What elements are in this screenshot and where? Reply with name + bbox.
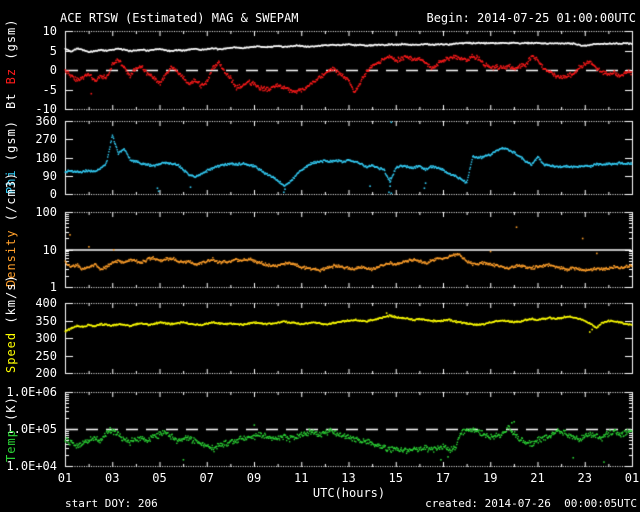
- temp-axis-label: Temp (K): [4, 392, 20, 466]
- y-tick-label: 300: [35, 331, 57, 345]
- x-tick-label: 21: [530, 471, 545, 485]
- y-tick-label: 350: [35, 314, 57, 328]
- x-tick-label: 01: [624, 471, 640, 485]
- y-tick-label: 10: [42, 243, 57, 257]
- y-tick-label: 1.0E+04: [6, 459, 57, 473]
- axis-label-part: Temp: [4, 429, 18, 462]
- y-tick-label: 360: [35, 114, 57, 128]
- created-timestamp: created: 2014-07-26 00:00:05UTC: [425, 497, 637, 510]
- speed-axis-label: Speed (km/s): [4, 274, 20, 373]
- y-tick-label: -10: [35, 102, 57, 116]
- begin-timestamp: Begin: 2014-07-25 01:00:00UTC: [426, 11, 636, 25]
- y-tick-label: 100: [35, 205, 57, 219]
- y-tick-label: 0: [49, 63, 57, 77]
- y-tick-label: 0: [49, 187, 57, 201]
- x-axis-title: UTC(hours): [312, 486, 386, 500]
- x-tick-label: 07: [199, 471, 214, 485]
- x-tick-label: 19: [483, 471, 498, 485]
- start-doy-label: start DOY: 206: [65, 497, 158, 510]
- x-tick-label: 13: [341, 471, 356, 485]
- x-tick-label: 03: [105, 471, 120, 485]
- bt-bz-axis-label: Bt Bz (gsm): [4, 19, 20, 110]
- y-tick-label: 90: [42, 169, 57, 183]
- y-tick-label: -5: [42, 83, 57, 97]
- x-tick-label: 15: [388, 471, 403, 485]
- y-tick-label: 400: [35, 296, 57, 310]
- y-tick-label: 180: [35, 151, 57, 165]
- y-tick-label: 1.0E+06: [6, 385, 57, 399]
- y-tick-label: 10: [42, 24, 57, 38]
- y-tick-label: 270: [35, 132, 57, 146]
- y-tick-label: 1.0E+05: [6, 422, 57, 436]
- x-tick-label: 01: [57, 471, 73, 485]
- x-tick-label: 17: [435, 471, 451, 485]
- x-tick-label: 11: [294, 471, 309, 485]
- axis-label-part: (/cm3): [4, 171, 18, 230]
- x-tick-label: 23: [577, 471, 592, 485]
- x-tick-label: 05: [152, 471, 167, 485]
- axis-label-part: Bt: [4, 84, 18, 109]
- x-tick-label: 09: [246, 471, 262, 485]
- axis-label-part: (km/s): [4, 274, 18, 332]
- axis-label-part: Bz: [4, 67, 18, 85]
- axis-label-part: Speed: [4, 331, 18, 373]
- y-tick-label: 200: [35, 366, 57, 380]
- y-tick-label: 5: [49, 44, 57, 58]
- plot-title: ACE RTSW (Estimated) MAG & SWEPAM: [60, 11, 299, 25]
- axis-label-part: (K): [4, 396, 18, 429]
- y-tick-label: 1: [49, 280, 57, 294]
- y-tick-label: 250: [35, 349, 57, 363]
- axis-label-part: (gsm): [4, 18, 18, 68]
- axis-label-part: (gsm): [4, 119, 18, 170]
